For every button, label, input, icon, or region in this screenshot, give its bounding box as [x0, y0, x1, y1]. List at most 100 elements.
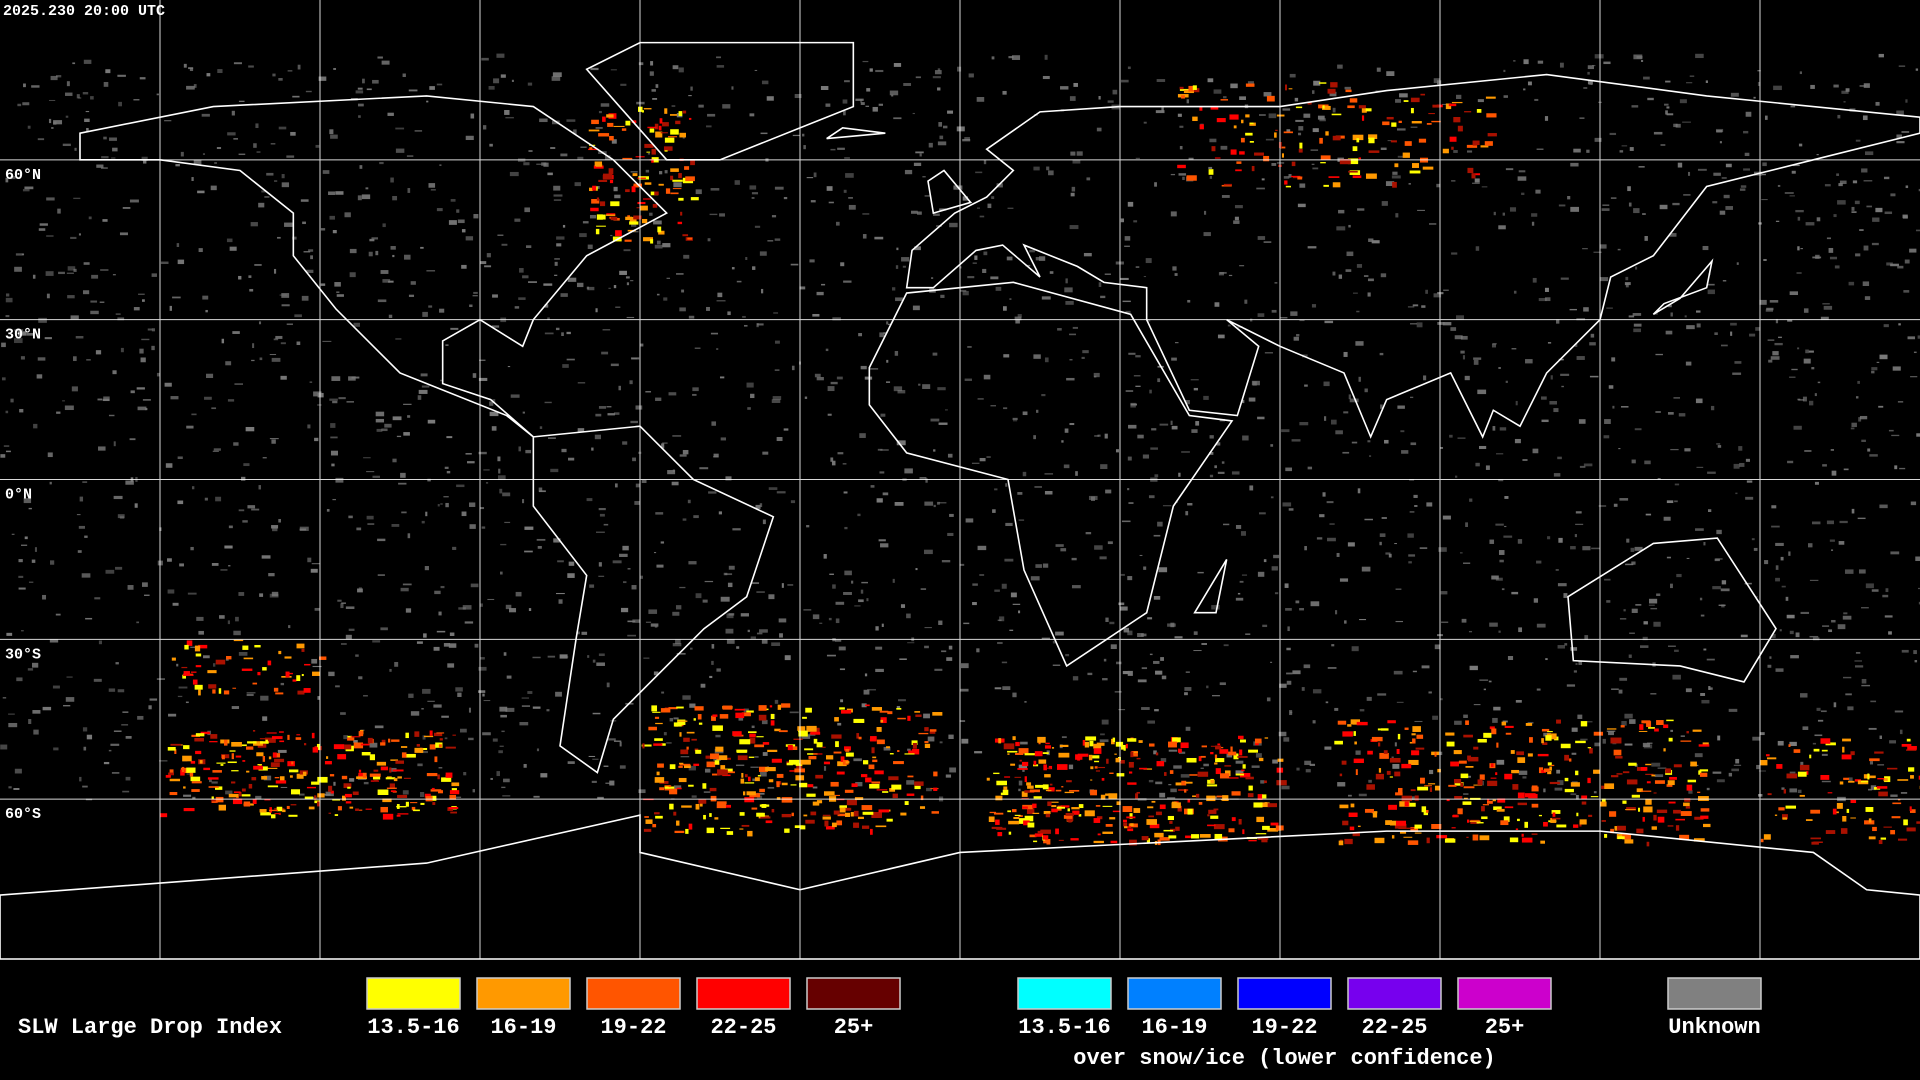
cloud-pixel [1416, 322, 1423, 328]
drop-pixel [1636, 788, 1643, 793]
cloud-pixel [448, 643, 457, 648]
drop-pixel [1084, 810, 1095, 817]
drop-pixel [1241, 119, 1244, 124]
cloud-pixel [801, 734, 811, 739]
cloud-pixel [971, 462, 980, 464]
legend-caption: over snow/ice (lower confidence) [1073, 1046, 1495, 1071]
cloud-pixel [269, 353, 277, 356]
cloud-pixel [1036, 409, 1039, 413]
cloud-pixel [731, 86, 734, 90]
drop-pixel [1237, 756, 1248, 758]
drop-pixel [362, 772, 367, 778]
cloud-pixel [1371, 240, 1380, 244]
cloud-pixel [502, 492, 511, 497]
cloud-pixel [669, 717, 674, 722]
cloud-pixel [632, 457, 636, 462]
cloud-pixel [613, 186, 618, 192]
cloud-pixel [1560, 373, 1570, 376]
cloud-pixel [825, 103, 831, 107]
cloud-pixel [1564, 643, 1568, 646]
cloud-pixel [736, 646, 740, 649]
drop-pixel [1638, 730, 1648, 732]
drop-pixel [651, 148, 656, 155]
drop-pixel [1462, 801, 1472, 805]
cloud-pixel [1567, 196, 1571, 200]
cloud-pixel [1428, 769, 1434, 775]
cloud-pixel [1536, 148, 1544, 150]
drop-pixel [1587, 747, 1592, 749]
drop-pixel [1414, 824, 1422, 829]
cloud-pixel [1128, 502, 1134, 504]
cloud-pixel [315, 144, 320, 148]
cloud-pixel [1344, 86, 1351, 90]
drop-pixel [1029, 834, 1037, 838]
drop-pixel [1683, 802, 1690, 807]
drop-pixel [739, 828, 744, 830]
drop-pixel [401, 752, 407, 758]
drop-pixel [1186, 757, 1197, 763]
cloud-pixel [968, 73, 974, 78]
drop-pixel [252, 799, 257, 804]
cloud-pixel [546, 709, 550, 712]
drop-pixel [929, 729, 937, 732]
drop-pixel [986, 777, 990, 781]
drop-pixel [1066, 780, 1072, 783]
drop-pixel [1217, 758, 1223, 760]
latitude-label: 30°S [5, 646, 41, 663]
drop-pixel [1609, 811, 1617, 817]
cloud-pixel [1284, 583, 1289, 588]
cloud-pixel [1139, 554, 1143, 557]
cloud-pixel [1817, 719, 1824, 722]
drop-pixel [720, 827, 731, 830]
cloud-pixel [238, 651, 248, 656]
cloud-pixel [1392, 763, 1400, 769]
cloud-pixel [377, 538, 386, 542]
cloud-pixel [75, 335, 84, 339]
drop-pixel [1663, 748, 1666, 752]
drop-pixel [1680, 740, 1692, 742]
cloud-pixel [1775, 668, 1784, 672]
cloud-pixel [1534, 98, 1539, 101]
cloud-pixel [1257, 416, 1265, 420]
cloud-pixel [787, 584, 794, 586]
cloud-pixel [1655, 411, 1661, 413]
cloud-pixel [211, 781, 218, 784]
drop-pixel [326, 756, 329, 759]
cloud-pixel [382, 223, 386, 228]
drop-pixel [1125, 826, 1132, 828]
cloud-pixel [1209, 138, 1217, 143]
cloud-pixel [544, 304, 549, 308]
cloud-pixel [1118, 709, 1126, 711]
cloud-pixel [238, 509, 245, 512]
cloud-pixel [1712, 201, 1718, 204]
drop-pixel [790, 784, 797, 786]
drop-pixel [1810, 837, 1822, 840]
drop-pixel [868, 764, 875, 770]
drop-pixel [776, 781, 780, 788]
cloud-pixel [858, 333, 863, 337]
drop-pixel [749, 737, 756, 744]
drop-pixel [642, 743, 645, 749]
drop-pixel [396, 814, 401, 817]
cloud-pixel [461, 229, 466, 233]
cloud-pixel [1104, 433, 1108, 439]
cloud-pixel [544, 401, 552, 404]
cloud-pixel [144, 594, 150, 596]
cloud-pixel [1879, 504, 1888, 509]
cloud-pixel [1722, 280, 1727, 282]
cloud-pixel [1, 377, 6, 381]
cloud-pixel [1602, 738, 1606, 744]
cloud-pixel [1915, 68, 1919, 71]
drop-pixel [1416, 734, 1424, 739]
cloud-pixel [164, 382, 172, 387]
cloud-pixel [1488, 680, 1492, 683]
drop-pixel [1249, 122, 1254, 125]
cloud-pixel [1060, 548, 1067, 552]
drop-pixel [680, 749, 689, 755]
drop-pixel [396, 804, 400, 809]
cloud-pixel [938, 122, 943, 127]
cloud-pixel [821, 283, 826, 286]
cloud-pixel [353, 322, 360, 327]
cloud-pixel [1631, 561, 1636, 565]
drop-pixel [786, 762, 793, 766]
